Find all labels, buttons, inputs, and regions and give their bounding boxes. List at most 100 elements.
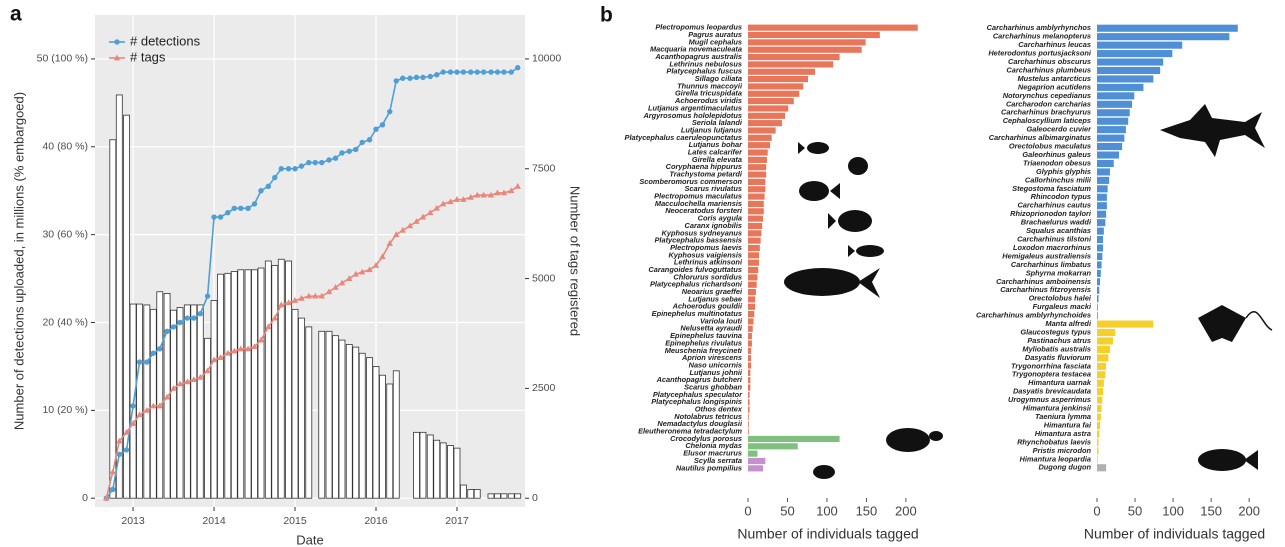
- bar: [210, 300, 218, 499]
- category-label: Platycephalus caeruleopunctatus: [625, 133, 742, 142]
- bar: [748, 61, 834, 68]
- marker: [312, 292, 319, 299]
- bar: [748, 222, 763, 230]
- bar: [1097, 92, 1135, 100]
- bar: [1097, 278, 1101, 286]
- category-label: Dasyatis fluviorum: [1025, 353, 1092, 362]
- category-label: Carcharhinus amblyrhynchos: [987, 23, 1091, 32]
- marker: [197, 374, 204, 380]
- category-label: Epinephelus rivulatus: [665, 338, 742, 347]
- category-label: Carcharhinus leucas: [1018, 40, 1091, 49]
- marker: [184, 315, 191, 321]
- bar: [1097, 100, 1132, 108]
- bar: [332, 335, 339, 499]
- marker: [312, 159, 318, 166]
- bar: [1097, 252, 1103, 261]
- marker: [359, 139, 365, 146]
- category-label: Carangoides fulvoguttatus: [648, 265, 742, 274]
- marker: [123, 447, 130, 453]
- marker: [143, 406, 151, 413]
- bar: [748, 75, 808, 83]
- bar: [170, 309, 177, 499]
- bar: [748, 112, 786, 119]
- marker: [332, 283, 339, 290]
- category-label: Othos dentex: [695, 405, 743, 414]
- bar: [345, 344, 353, 499]
- bar: [291, 308, 299, 499]
- dugong-icon: [1244, 450, 1258, 470]
- bar: [1097, 143, 1123, 151]
- marker: [231, 347, 238, 354]
- fish-icon: [830, 183, 840, 199]
- turtle-icon: [929, 431, 943, 441]
- marker: [251, 201, 258, 207]
- category-label: Variola louti: [700, 316, 743, 325]
- category-label: Argyrosomus hololepidotus: [642, 111, 742, 120]
- category-label: Glaucostegus typus: [1020, 327, 1091, 336]
- category-label: Galeorhinus galeus: [1022, 150, 1091, 159]
- marker: [291, 297, 299, 303]
- marker: [474, 69, 480, 75]
- marker: [103, 494, 110, 501]
- category-label: Taeniura lymma: [1035, 412, 1091, 421]
- category-label: Lutjanus bohar: [689, 140, 744, 149]
- bar: [1097, 109, 1130, 117]
- marker: [298, 294, 305, 301]
- bar: [298, 317, 305, 499]
- category-label: Thunnus maccoyii: [677, 81, 743, 90]
- bar: [358, 352, 366, 499]
- marker: [123, 428, 130, 435]
- marker: [170, 324, 177, 330]
- bar: [1097, 328, 1116, 337]
- bar: [748, 90, 800, 97]
- bar: [447, 445, 454, 499]
- bar: [748, 244, 760, 252]
- category-label: Himantura uarnak: [1028, 378, 1092, 387]
- marker: [285, 166, 292, 172]
- bar: [748, 105, 789, 112]
- bar: [1097, 320, 1154, 328]
- bar: [748, 369, 751, 376]
- marker: [339, 150, 345, 156]
- category-label: Orectolobus halei: [1029, 294, 1092, 303]
- marker: [393, 78, 399, 84]
- bar: [748, 281, 757, 288]
- marker: [150, 350, 157, 356]
- marker: [372, 261, 380, 268]
- marker: [110, 486, 116, 493]
- bar: [325, 330, 333, 499]
- marker: [433, 204, 440, 211]
- bar: [748, 149, 768, 156]
- bar: [1097, 159, 1114, 168]
- category-label: Crocodylus porosus: [670, 434, 742, 443]
- bar: [748, 156, 767, 163]
- category-label: Carcharhinus amboinensis: [996, 277, 1091, 286]
- bar: [439, 442, 447, 499]
- bar: [115, 94, 123, 499]
- marker: [494, 69, 501, 75]
- marker: [419, 213, 427, 220]
- bar: [514, 493, 522, 499]
- fish-icon: [856, 245, 884, 257]
- dugong-icon: [1198, 449, 1246, 471]
- bar: [748, 288, 756, 296]
- fish-icon: [799, 181, 829, 201]
- category-label: Coris aygula: [698, 214, 742, 223]
- bar: [1097, 354, 1109, 362]
- bar: [277, 258, 285, 499]
- panel-label: b: [600, 4, 613, 27]
- marker: [150, 402, 157, 409]
- bar: [1097, 371, 1106, 379]
- bar: [230, 271, 238, 499]
- category-label: Himantura leopardia: [1020, 454, 1091, 463]
- bar: [305, 326, 313, 499]
- fish-icon: [807, 142, 829, 154]
- bar: [271, 264, 279, 499]
- bar: [237, 269, 245, 499]
- category-label: Caranx ignobilis: [685, 221, 743, 230]
- bar: [453, 447, 461, 499]
- marker: [109, 468, 117, 475]
- x-tick-label: 50: [780, 503, 794, 518]
- bar: [748, 178, 766, 185]
